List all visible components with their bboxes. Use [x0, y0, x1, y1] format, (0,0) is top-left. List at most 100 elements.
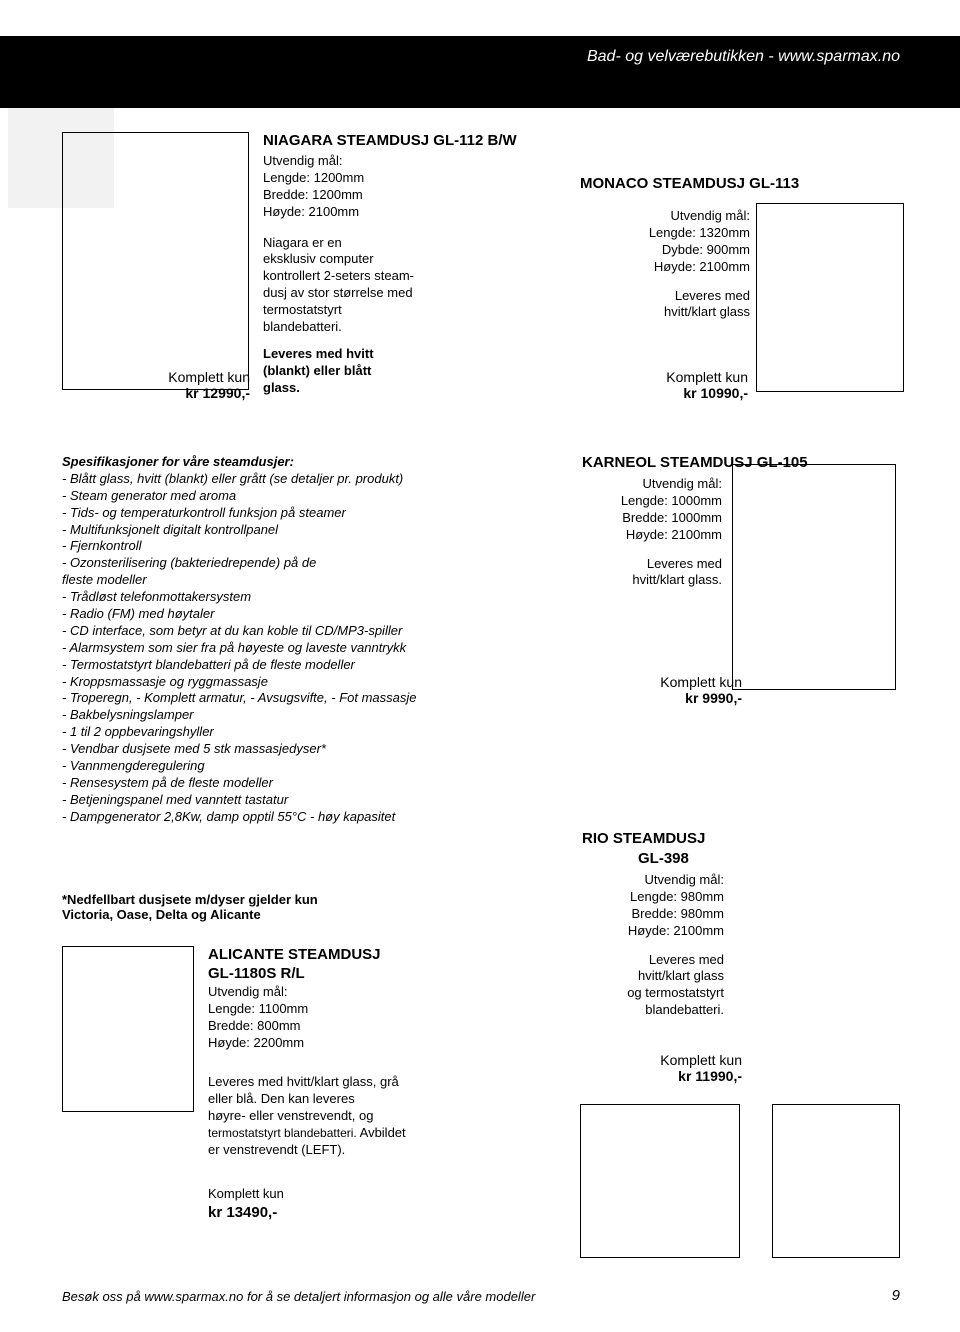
- alicante-desc-part: Avbildet: [357, 1125, 406, 1140]
- alicante-utvendig: Utvendig mål:: [208, 984, 518, 1001]
- alicante-model: GL-1180S R/L: [208, 965, 518, 982]
- spec-item: - CD interface, som betyr at du kan kobl…: [62, 623, 542, 640]
- niagara-desc: termostatstyrt: [263, 302, 521, 319]
- karneol-utvendig: Utvendig mål:: [562, 476, 722, 493]
- niagara-hoyde: Høyde: 2100mm: [263, 204, 521, 221]
- spec-item: - Tids- og temperaturkontroll funksjon p…: [62, 505, 542, 522]
- alicante-bredde: Bredde: 800mm: [208, 1018, 518, 1035]
- rio-image-box-right: [772, 1104, 900, 1258]
- header-bar: [0, 36, 960, 108]
- spec-item: - Radio (FM) med høytaler: [62, 606, 542, 623]
- alicante-hoyde: Høyde: 2200mm: [208, 1035, 518, 1052]
- rio-utvendig: Utvendig mål:: [564, 872, 724, 889]
- spec-item: - Trådløst telefonmottakersystem: [62, 589, 542, 606]
- monaco-price: Komplett kun kr 10990,-: [606, 369, 748, 401]
- alicante-image-box: [62, 946, 194, 1112]
- spec-item: - Termostatstyrt blandebatteri på de fle…: [62, 657, 542, 674]
- alicante-desc-line: Leveres med hvitt/klart glass, grå: [208, 1074, 518, 1091]
- spec-item: - Alarmsystem som sier fra på høyeste og…: [62, 640, 542, 657]
- rio-lengde: Lengde: 980mm: [564, 889, 724, 906]
- rio-image-box-left: [580, 1104, 740, 1258]
- spec-item: fleste modeller: [62, 572, 542, 589]
- monaco-leveres: hvitt/klart glass: [582, 304, 750, 321]
- footer-text: Besøk oss på www.sparmax.no for å se det…: [62, 1289, 535, 1304]
- alicante-desc-line: høyre- eller venstrevendt, og: [208, 1108, 518, 1125]
- karneol-specs: Utvendig mål: Lengde: 1000mm Bredde: 100…: [562, 476, 722, 589]
- niagara-title: NIAGARA STEAMDUSJ GL-112 B/W: [263, 132, 521, 149]
- price-label: Komplett kun: [660, 1052, 742, 1068]
- monaco-specs: Utvendig mål: Lengde: 1320mm Dybde: 900m…: [582, 208, 750, 321]
- spec-item: - 1 til 2 oppbevaringshyller: [62, 724, 542, 741]
- rio-model: GL-398: [638, 850, 689, 867]
- karneol-leveres: Leveres med: [562, 556, 722, 573]
- spec-item: - Dampgenerator 2,8Kw, damp opptil 55°C …: [62, 809, 542, 826]
- spec-item: - Troperegn, - Komplett armatur, - Avsug…: [62, 690, 542, 707]
- spec-item: - Ozonsterilisering (bakteriedrepende) p…: [62, 555, 542, 572]
- monaco-title-block: MONACO STEAMDUSJ GL-113: [580, 175, 900, 196]
- niagara-desc: eksklusiv computer: [263, 251, 521, 268]
- rio-bredde: Bredde: 980mm: [564, 906, 724, 923]
- price-label: Komplett kun: [660, 674, 742, 690]
- price-value: kr 12990,-: [185, 385, 250, 401]
- rio-hoyde: Høyde: 2100mm: [564, 923, 724, 940]
- rio-specs: Utvendig mål: Lengde: 980mm Bredde: 980m…: [564, 872, 724, 1019]
- alicante-title: ALICANTE STEAMDUSJ: [208, 946, 518, 963]
- alicante-desc-small: termostatstyrt blandebatteri.: [208, 1126, 357, 1140]
- spec-item: - Betjeningspanel med vanntett tastatur: [62, 792, 542, 809]
- niagara-leveres: (blankt) eller blått: [263, 363, 521, 380]
- niagara-desc: kontrollert 2-seters steam-: [263, 268, 521, 285]
- spec-item: - Kroppsmassasje og ryggmassasje: [62, 674, 542, 691]
- rio-leveres: blandebatteri.: [564, 1002, 724, 1019]
- specs-title: Spesifikasjoner for våre steamdusjer:: [62, 454, 542, 471]
- niagara-bredde: Bredde: 1200mm: [263, 187, 521, 204]
- niagara-desc: blandebatteri.: [263, 319, 521, 336]
- spec-item: - Rensesystem på de fleste modeller: [62, 775, 542, 792]
- rio-title: RIO STEAMDUSJ: [582, 830, 705, 847]
- note-line: *Nedfellbart dusjsete m/dyser gjelder ku…: [62, 892, 462, 907]
- monaco-dybde: Dybde: 900mm: [582, 242, 750, 259]
- specs-note: *Nedfellbart dusjsete m/dyser gjelder ku…: [62, 892, 462, 922]
- niagara-block: NIAGARA STEAMDUSJ GL-112 B/W Utvendig må…: [263, 132, 521, 397]
- niagara-lengde: Lengde: 1200mm: [263, 170, 521, 187]
- rio-leveres: og termostatstyrt: [564, 985, 724, 1002]
- spec-item: - Blått glass, hvitt (blankt) eller gråt…: [62, 471, 542, 488]
- price-value: kr 13490,-: [208, 1203, 408, 1223]
- price-label: Komplett kun: [168, 369, 250, 385]
- karneol-hoyde: Høyde: 2100mm: [562, 527, 722, 544]
- alicante-desc-line: eller blå. Den kan leveres: [208, 1091, 518, 1108]
- karneol-bredde: Bredde: 1000mm: [562, 510, 722, 527]
- note-line: Victoria, Oase, Delta og Alicante: [62, 907, 462, 922]
- karneol-price: Komplett kun kr 9990,-: [606, 674, 742, 706]
- monaco-leveres: Leveres med: [582, 288, 750, 305]
- karneol-lengde: Lengde: 1000mm: [562, 493, 722, 510]
- spec-item: - Bakbelysningslamper: [62, 707, 542, 724]
- niagara-leveres: Leveres med hvitt: [263, 346, 521, 363]
- header-text: Bad- og velværebutikken - www.sparmax.no: [587, 48, 900, 66]
- spec-item: - Fjernkontroll: [62, 538, 542, 555]
- niagara-image-box: [62, 132, 249, 390]
- alicante-desc-line: termostatstyrt blandebatteri. Avbildet: [208, 1125, 518, 1142]
- monaco-utvendig: Utvendig mål:: [582, 208, 750, 225]
- alicante-lengde: Lengde: 1100mm: [208, 1001, 518, 1018]
- spec-item: - Multifunksjonelt digitalt kontrollpane…: [62, 522, 542, 539]
- alicante-desc: Leveres med hvitt/klart glass, grå eller…: [208, 1074, 518, 1158]
- alicante-price: Komplett kun kr 13490,-: [208, 1186, 408, 1222]
- specs-block: Spesifikasjoner for våre steamdusjer: - …: [62, 454, 542, 826]
- price-value: kr 10990,-: [683, 385, 748, 401]
- niagara-utvendig: Utvendig mål:: [263, 153, 521, 170]
- page-number: 9: [892, 1287, 900, 1304]
- niagara-price: Komplett kun kr 12990,-: [120, 369, 250, 401]
- karneol-leveres: hvitt/klart glass.: [562, 572, 722, 589]
- rio-leveres: hvitt/klart glass: [564, 968, 724, 985]
- specs-list: - Blått glass, hvitt (blankt) eller gråt…: [62, 471, 542, 826]
- price-label: Komplett kun: [666, 369, 748, 385]
- alicante-desc-line: er venstrevendt (LEFT).: [208, 1142, 518, 1159]
- monaco-lengde: Lengde: 1320mm: [582, 225, 750, 242]
- spec-item: - Vendbar dusjsete med 5 stk massasjedys…: [62, 741, 542, 758]
- monaco-image-box: [756, 203, 904, 392]
- spec-item: - Vannmengderegulering: [62, 758, 542, 775]
- price-label: Komplett kun: [208, 1186, 408, 1203]
- price-value: kr 9990,-: [685, 690, 742, 706]
- rio-price: Komplett kun kr 11990,-: [596, 1052, 742, 1084]
- price-value: kr 11990,-: [678, 1068, 742, 1084]
